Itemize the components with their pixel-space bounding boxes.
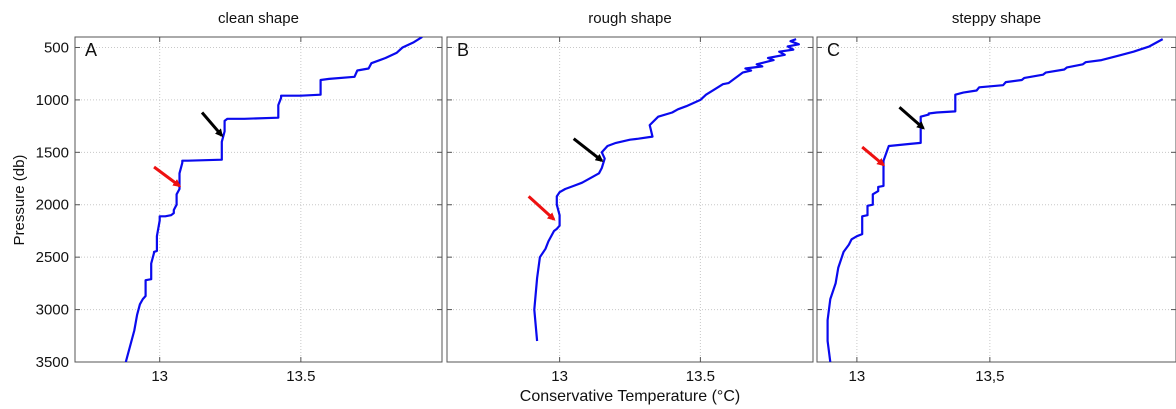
panel-b: 13 13.5 rough shape B — [446, 10, 814, 385]
temperature-profile-line — [533, 38, 800, 342]
y-tick-label: 1500 — [36, 144, 69, 161]
black-arrow — [572, 137, 604, 162]
x-tick-label: 13 — [551, 368, 568, 385]
x-tick-label: 13,5 — [975, 368, 1004, 385]
x-tick-label: 13 — [849, 368, 866, 385]
temperature-profile-line — [124, 37, 423, 362]
panel-c: 13 13,5 steppy shape C — [816, 10, 1176, 385]
panel-title: steppy shape — [952, 10, 1041, 27]
y-tick-label: 500 — [44, 39, 69, 56]
x-tick-label: 13.5 — [286, 368, 315, 385]
y-tick-label: 1000 — [36, 92, 69, 109]
plot-frame — [816, 36, 1176, 363]
panel-letter: B — [457, 40, 469, 60]
panel-letter: C — [827, 40, 840, 60]
red-arrow — [527, 195, 556, 221]
y-tick-label: 3000 — [36, 302, 69, 319]
red-arrow — [861, 145, 886, 167]
plot-frame — [446, 36, 814, 363]
y-tick-label: 2500 — [36, 249, 69, 266]
panel-a: 13 13.5 500 1000 1500 2000 2500 3000 3500 clean s… — [36, 10, 443, 385]
y-tick-label: 2000 — [36, 197, 69, 214]
black-arrow — [898, 106, 925, 130]
x-tick-label: 13 — [151, 368, 168, 385]
y-tick-label: 3500 — [36, 354, 69, 371]
temperature-profile-line — [826, 38, 1164, 362]
plot-frame — [74, 36, 443, 363]
panel-title: clean shape — [218, 10, 299, 27]
x-tick-label: 13.5 — [686, 368, 715, 385]
panel-title: rough shape — [588, 10, 671, 27]
black-arrow — [200, 111, 224, 138]
panel-letter: A — [85, 40, 97, 60]
x-axis-label: Conservative Temperature (°C) — [520, 388, 740, 405]
red-arrow — [153, 165, 182, 188]
chart-panels: 13 13.5 500 1000 1500 2000 2500 3000 3500 clean s… — [36, 10, 1176, 385]
y-axis-label: Pressure (db) — [11, 155, 28, 246]
